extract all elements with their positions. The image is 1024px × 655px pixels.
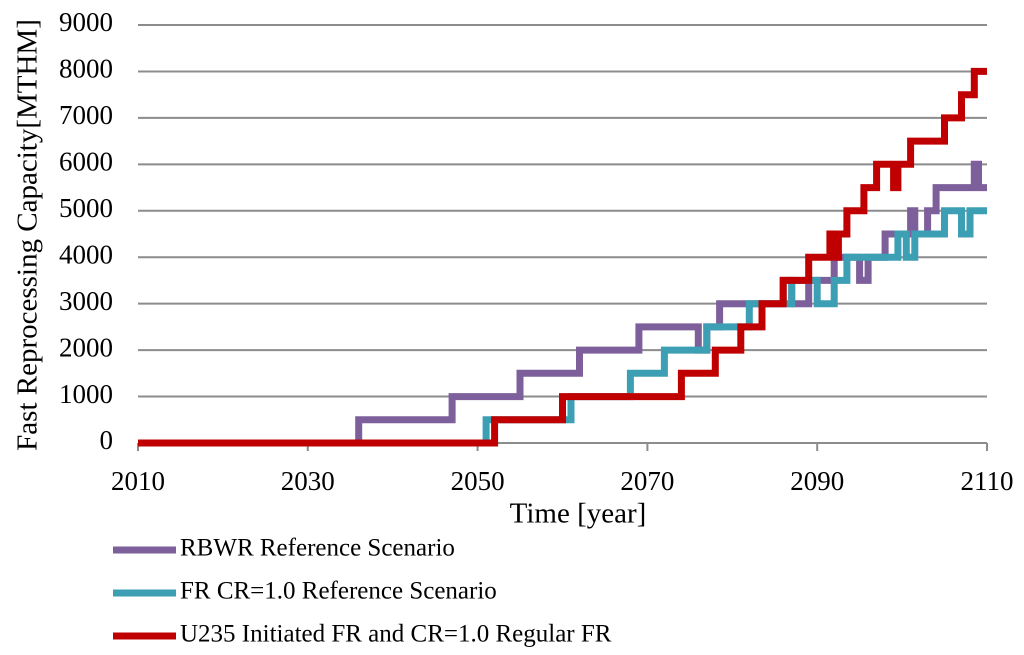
y-axis-title: Fast Reprocessing Capacity[MTHM] [12, 19, 44, 451]
y-tick-label: 1000 [59, 379, 113, 409]
series-line [138, 67, 987, 447]
x-tick-label: 2110 [961, 466, 1014, 496]
x-tick-label: 2050 [451, 466, 505, 496]
y-tick-label: 7000 [59, 100, 113, 130]
y-tick-label: 8000 [59, 54, 113, 84]
y-tick-label: 9000 [59, 7, 113, 37]
y-tick-label: 4000 [59, 239, 113, 269]
y-tick-label: 6000 [59, 147, 113, 177]
y-tick-label: 2000 [59, 332, 113, 362]
y-tick-label: 3000 [59, 286, 113, 316]
legend-label: RBWR Reference Scenario [180, 535, 455, 562]
legend-label: U235 Initiated FR and CR=1.0 Regular FR [180, 621, 612, 648]
x-tick-label: 2090 [790, 466, 844, 496]
x-tick-label: 2070 [620, 466, 674, 496]
y-tick-label: 0 [100, 425, 114, 455]
y-tick-label: 5000 [59, 193, 113, 223]
legend-label: FR CR=1.0 Reference Scenario [180, 578, 497, 605]
x-axis-title: Time [year] [510, 498, 647, 530]
x-tick-label: 2030 [281, 466, 335, 496]
x-tick-label: 2010 [111, 466, 165, 496]
series-line [138, 207, 987, 447]
series-line [138, 160, 987, 447]
